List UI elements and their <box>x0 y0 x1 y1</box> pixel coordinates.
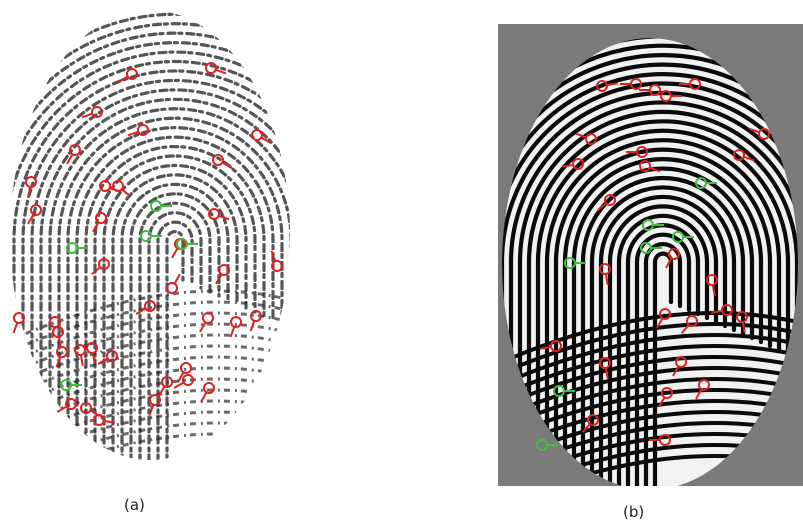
ending-marker <box>596 80 618 92</box>
ending-marker <box>25 176 37 198</box>
ending-marker <box>229 316 242 338</box>
caption-b: (b) <box>623 503 645 521</box>
ending-marker <box>575 132 597 145</box>
ridge-pattern <box>10 10 290 460</box>
ending-marker <box>562 158 584 170</box>
ending-marker <box>733 149 755 162</box>
ending-marker <box>12 312 25 334</box>
bifurcation-marker <box>60 379 82 391</box>
bifurcation-marker <box>695 177 717 189</box>
ending-marker <box>748 127 770 140</box>
ending-marker <box>599 357 611 379</box>
ending-marker <box>597 194 616 212</box>
ending-marker <box>711 304 733 316</box>
ending-marker <box>135 300 156 315</box>
bifurcation-marker <box>553 385 575 397</box>
ridge-pattern <box>502 38 798 486</box>
ending-marker <box>270 250 283 272</box>
bifurcation-marker <box>640 242 662 254</box>
ending-minutiae <box>540 78 770 446</box>
ending-marker <box>205 62 227 75</box>
ending-marker <box>626 146 648 158</box>
ending-marker <box>660 90 682 102</box>
ending-marker <box>148 394 161 416</box>
ending-marker <box>177 362 192 383</box>
ending-marker <box>200 382 215 403</box>
ending-marker <box>639 160 661 173</box>
ending-marker <box>74 344 86 366</box>
fingerprint-ridges-a <box>10 10 290 460</box>
ending-marker <box>158 376 173 397</box>
ending-marker <box>52 326 64 348</box>
ending-marker <box>672 356 687 377</box>
ending-marker <box>56 398 77 413</box>
ending-minutiae <box>12 62 283 426</box>
fingerprint-image-a <box>0 0 300 480</box>
ending-marker <box>92 212 107 233</box>
ending-marker <box>679 78 701 90</box>
bifurcation-marker <box>642 219 664 231</box>
bifurcation-minutiae <box>536 177 717 451</box>
fingerprint-ridges-b <box>498 24 803 486</box>
ending-marker <box>639 84 661 96</box>
bifurcation-marker <box>536 439 558 451</box>
ending-marker <box>620 78 642 90</box>
ending-marker <box>658 387 673 408</box>
ending-marker <box>81 106 103 119</box>
ending-marker <box>599 263 611 285</box>
ending-marker <box>249 310 262 332</box>
ending-marker <box>212 154 233 169</box>
ending-marker <box>736 311 748 333</box>
ending-marker <box>208 208 230 221</box>
ending-marker <box>27 204 42 225</box>
ending-marker <box>649 434 671 446</box>
caption-a: (a) <box>124 496 145 514</box>
ending-marker <box>86 342 98 364</box>
ending-marker <box>93 414 115 426</box>
ending-marker <box>80 402 101 417</box>
ending-marker <box>173 374 194 389</box>
ending-marker <box>215 264 230 285</box>
ending-marker <box>665 248 680 269</box>
ending-marker <box>97 350 118 365</box>
ending-marker <box>540 340 562 352</box>
bifurcation-marker <box>150 200 172 212</box>
ending-marker <box>695 379 710 400</box>
bifurcation-marker <box>672 231 694 243</box>
ending-marker <box>112 180 131 198</box>
ending-marker <box>55 346 68 368</box>
ending-marker <box>66 144 81 165</box>
ending-marker <box>581 414 599 433</box>
ending-marker <box>127 124 149 137</box>
ending-marker <box>166 273 181 294</box>
bifurcation-marker <box>140 230 162 242</box>
bifurcation-marker <box>66 242 88 254</box>
fingerprint-image-b <box>498 24 803 486</box>
ending-marker <box>680 315 698 334</box>
bifurcation-minutiae <box>60 200 198 391</box>
ending-marker <box>251 129 272 144</box>
ending-marker <box>199 312 214 333</box>
ending-marker <box>117 68 138 83</box>
bifurcation-marker <box>176 238 198 250</box>
bifurcation-marker <box>564 257 586 269</box>
ending-marker <box>91 258 110 276</box>
ending-marker <box>656 308 671 329</box>
ending-marker <box>706 274 718 296</box>
